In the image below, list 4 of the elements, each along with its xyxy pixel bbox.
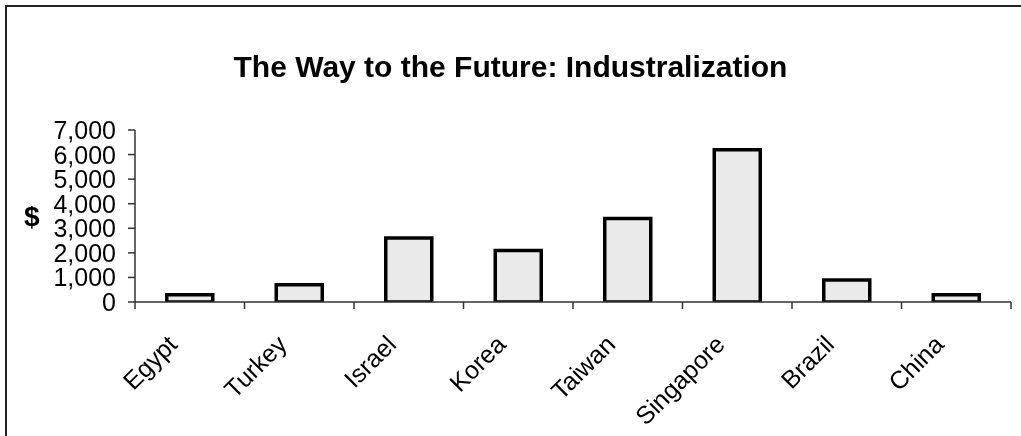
y-axis-title: $ bbox=[24, 200, 40, 232]
y-tick-label: 0 bbox=[102, 288, 116, 316]
y-tick-label: 7,000 bbox=[53, 116, 116, 144]
chart-title: The Way to the Future: Industralization bbox=[232, 50, 789, 84]
